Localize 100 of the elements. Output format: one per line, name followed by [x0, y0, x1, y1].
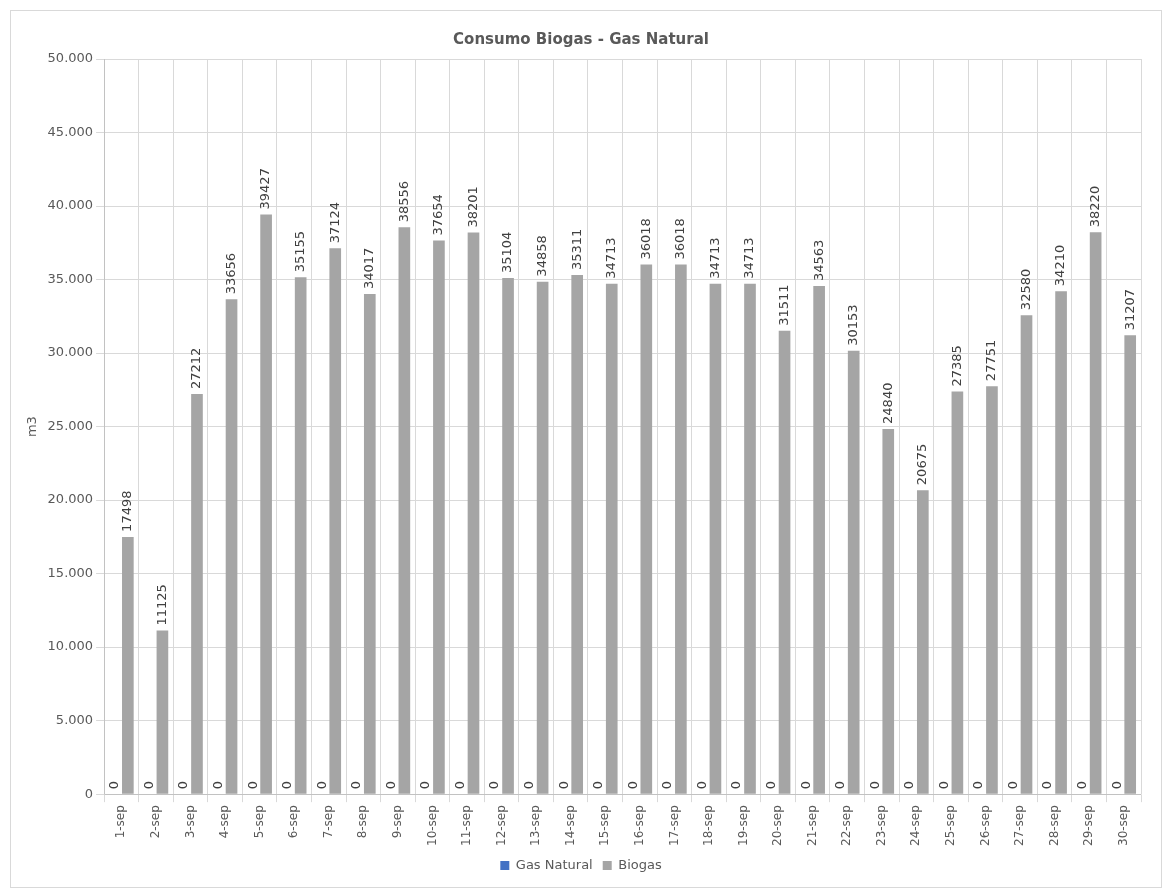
bar [122, 536, 134, 794]
data-label: 36018 [637, 218, 653, 260]
x-tick-label: 20-sep [770, 805, 785, 847]
bar [1089, 232, 1102, 794]
data-label: 27385 [948, 345, 964, 387]
data-label: 0 [1004, 780, 1020, 790]
bar [260, 214, 272, 794]
x-tick-label: 13-sep [528, 805, 543, 847]
bar [744, 283, 756, 794]
data-label: 0 [901, 780, 917, 790]
x-tick-label: 23-sep [873, 805, 888, 847]
data-label: 38556 [395, 180, 411, 223]
data-label: 34017 [361, 247, 377, 289]
x-tick-label: 14-sep [562, 805, 577, 847]
y-tick-label: 15.000 [47, 564, 94, 580]
data-label: 0 [313, 780, 329, 790]
data-label: 0 [106, 780, 122, 790]
data-label: 35155 [292, 230, 308, 273]
data-label: 34563 [810, 239, 826, 281]
x-tick-label: 22-sep [839, 805, 854, 847]
x-tick-label: 9-sep [390, 805, 404, 839]
bar [778, 330, 791, 794]
data-label: 0 [762, 780, 778, 790]
bar [156, 630, 169, 794]
x-tick-label: 1-sep [113, 805, 128, 839]
y-tick-label: 50.000 [47, 50, 94, 66]
x-tick-label: 29-sep [1081, 805, 1096, 847]
data-label: 33656 [222, 252, 238, 295]
bar [329, 248, 342, 794]
data-label: 34858 [533, 235, 549, 277]
x-tick-label: 4-sep [217, 805, 232, 839]
x-tick-label: 12-sep [493, 805, 508, 847]
legend-label: Biogas [618, 856, 662, 872]
data-label: 0 [1074, 780, 1090, 790]
bar [847, 350, 860, 794]
data-label: 36018 [672, 218, 688, 260]
legend-label: Gas Natural [515, 856, 593, 872]
bar [640, 264, 653, 794]
bar [1124, 335, 1137, 794]
data-label: 27212 [188, 347, 204, 390]
x-tick-label: 26-sep [977, 805, 992, 847]
bar [536, 281, 549, 794]
bar [986, 386, 998, 794]
x-tick-label: 3-sep [182, 805, 197, 839]
data-label: 32580 [1017, 268, 1033, 311]
data-label: 0 [693, 780, 709, 790]
bar [605, 283, 618, 794]
bar [294, 277, 307, 794]
data-label: 35311 [568, 228, 584, 270]
bar [225, 299, 238, 794]
y-tick-label: 30.000 [47, 344, 94, 360]
data-label: 0 [382, 780, 398, 790]
bar [1055, 291, 1067, 794]
data-label: 0 [797, 780, 813, 790]
data-label: 38201 [464, 186, 480, 228]
x-tick-label: 10-sep [424, 805, 439, 847]
data-label: 31207 [1121, 288, 1137, 331]
data-label: 0 [866, 780, 882, 790]
y-tick-label: 45.000 [47, 123, 94, 139]
data-label: 34210 [1052, 244, 1068, 287]
data-label: 39427 [257, 168, 273, 210]
x-tick-label: 24-sep [908, 805, 923, 847]
data-label: 0 [1108, 780, 1124, 790]
data-label: 0 [244, 780, 260, 790]
x-tick-label: 21-sep [804, 805, 819, 847]
x-tick-label: 11-sep [459, 805, 474, 847]
y-tick-label: 40.000 [47, 197, 94, 213]
data-label: 0 [970, 780, 986, 790]
bar [916, 490, 929, 794]
bar [951, 391, 964, 794]
x-tick-label: 7-sep [320, 805, 335, 839]
data-label: 20675 [914, 443, 930, 486]
x-tick-label: 19-sep [735, 805, 750, 847]
data-label: 0 [624, 780, 640, 790]
data-label: 0 [521, 780, 537, 790]
data-label: 34713 [603, 237, 619, 279]
data-label: 0 [140, 780, 156, 790]
x-tick-label: 2-sep [148, 805, 163, 839]
bar [1020, 315, 1033, 794]
data-label: 0 [348, 780, 364, 790]
y-tick-label: 35.000 [47, 270, 94, 286]
y-tick-label: 20.000 [47, 491, 94, 507]
y-tick-label: 5.000 [55, 712, 94, 728]
bar [675, 264, 687, 794]
data-label: 11125 [153, 584, 169, 626]
data-label: 0 [1039, 780, 1055, 790]
x-tick-label: 25-sep [943, 805, 958, 847]
data-label: 35104 [499, 231, 515, 274]
data-label: 24840 [879, 382, 895, 424]
data-label: 37654 [430, 194, 446, 236]
bar [813, 285, 825, 794]
data-label: 0 [728, 780, 744, 790]
x-tick-label: 15-sep [597, 805, 612, 847]
y-tick-label: 10.000 [47, 638, 94, 654]
y-tick-label: 0 [84, 785, 94, 801]
x-tick-label: 5-sep [251, 805, 266, 839]
data-label: 0 [279, 780, 295, 790]
data-label: 38220 [1087, 185, 1103, 228]
data-label: 0 [659, 780, 675, 790]
data-label: 17498 [119, 490, 135, 532]
